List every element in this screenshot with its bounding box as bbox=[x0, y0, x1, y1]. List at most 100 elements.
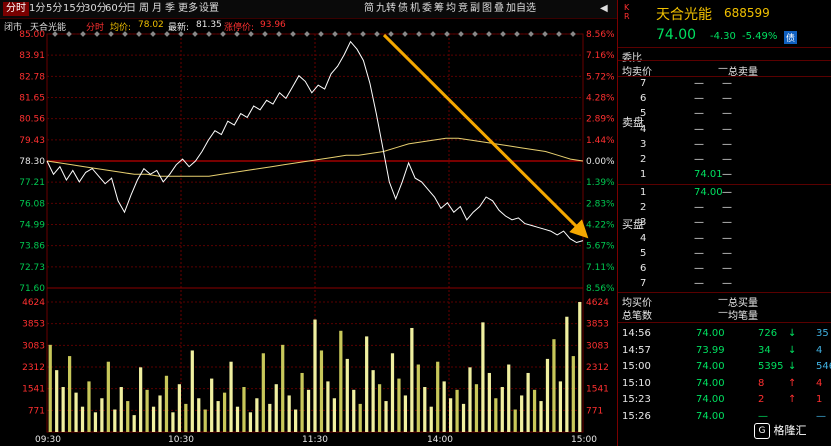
gelonghui-logo: G 格隆汇 bbox=[754, 422, 828, 442]
buy-level: 3 bbox=[640, 217, 647, 229]
volume-tick-label: 3853 bbox=[22, 320, 45, 330]
event-diamond-icon bbox=[500, 31, 506, 37]
price-tick-label: 73.86 bbox=[19, 242, 45, 252]
volume-bar bbox=[539, 401, 543, 432]
event-diamond-icon bbox=[360, 31, 366, 37]
avg-price-value: 78.02 bbox=[138, 20, 164, 30]
event-diamond-icon bbox=[458, 31, 464, 37]
volume-bar bbox=[403, 395, 408, 432]
volume-bar bbox=[410, 327, 414, 432]
buy-level: 4 bbox=[640, 232, 647, 244]
sell-price: — bbox=[694, 138, 704, 150]
event-diamond-icon bbox=[108, 31, 114, 37]
event-diamond-icon bbox=[94, 31, 100, 37]
market-status: 闭市 bbox=[4, 23, 23, 33]
tick-count: 1 bbox=[816, 394, 823, 405]
tool-button-1[interactable]: 九转 bbox=[376, 3, 396, 14]
period-tab-1[interactable]: 1分 bbox=[29, 3, 46, 14]
volume-bar bbox=[371, 370, 375, 432]
sell-avg-dash: — bbox=[718, 63, 728, 74]
volume-bar bbox=[132, 415, 136, 432]
volume-tick-label: 1541 bbox=[22, 385, 45, 395]
tick-count: 4 bbox=[816, 377, 823, 389]
volume-tick-label-right: 1541 bbox=[586, 385, 609, 395]
event-diamond-icon bbox=[556, 31, 562, 37]
event-diamond-icon bbox=[262, 31, 268, 37]
tool-button-9[interactable]: 图 bbox=[482, 3, 492, 14]
volume-bar bbox=[416, 364, 420, 432]
tool-button-4[interactable]: 委 bbox=[422, 3, 432, 14]
tool-button-5[interactable]: 筹 bbox=[434, 3, 444, 14]
pct-tick-label: 5.67% bbox=[586, 242, 615, 252]
volume-bar bbox=[507, 364, 511, 432]
arrow-left-icon[interactable]: ◀ bbox=[600, 3, 608, 14]
volume-bar bbox=[177, 384, 181, 432]
volume-tick-label: 771 bbox=[28, 406, 45, 416]
tool-button-10[interactable]: 叠 bbox=[494, 3, 504, 14]
event-diamond-icon bbox=[402, 31, 408, 37]
price-tick-label: 78.30 bbox=[19, 157, 45, 167]
tool-button-7[interactable]: 竞 bbox=[458, 3, 468, 14]
volume-bar bbox=[255, 398, 259, 432]
tool-button-0[interactable]: 简 bbox=[364, 3, 374, 14]
tool-button-3[interactable]: 机 bbox=[410, 3, 420, 14]
period-tab-8[interactable]: 月 bbox=[152, 3, 162, 14]
pct-tick-label: 2.89% bbox=[586, 115, 615, 125]
sell-level: 1 bbox=[640, 169, 647, 181]
intraday-chart[interactable]: 85.00 8.56% 83.91 7.16% 82.78 5.72% 81.65 4.28%… bbox=[0, 0, 617, 446]
tick-time: 14:56 bbox=[622, 328, 651, 339]
tick-time: 14:57 bbox=[622, 344, 651, 356]
period-tab-4[interactable]: 30分 bbox=[84, 3, 107, 14]
event-diamond-icon bbox=[52, 31, 58, 37]
volume-bar bbox=[532, 389, 537, 432]
volume-tick-label-right: 771 bbox=[586, 406, 603, 416]
volume-bar bbox=[171, 412, 175, 432]
quote-price: 74.00 bbox=[656, 27, 697, 43]
quote-change: -4.30 bbox=[710, 31, 736, 42]
event-diamond-icon bbox=[514, 31, 520, 37]
event-diamond-icon bbox=[206, 31, 212, 37]
period-tab-2[interactable]: 5分 bbox=[46, 3, 63, 14]
arrow-down-icon: ↓ bbox=[788, 344, 797, 356]
price-tick-label: 83.91 bbox=[19, 51, 45, 61]
last-price-label: 最新: bbox=[168, 23, 190, 33]
period-tab-9[interactable]: 季 bbox=[165, 3, 175, 14]
period-tab-6[interactable]: 日 bbox=[126, 3, 136, 14]
volume-bar bbox=[190, 350, 194, 432]
tool-button-11[interactable]: 加自选 bbox=[506, 3, 536, 14]
period-tab-3[interactable]: 15分 bbox=[63, 3, 86, 14]
tool-button-6[interactable]: 均 bbox=[446, 3, 456, 14]
event-diamond-icon bbox=[80, 31, 86, 37]
tick-price: 74.00 bbox=[696, 328, 725, 339]
period-tab-11[interactable]: 设置 bbox=[199, 3, 219, 14]
buy-price: — bbox=[694, 247, 704, 259]
volume-tick-label-right: 3853 bbox=[586, 320, 609, 330]
sell-level: 6 bbox=[640, 93, 647, 105]
volume-tick-label-right: 3083 bbox=[586, 341, 609, 351]
buy-volume: — bbox=[722, 217, 732, 229]
period-tab-10[interactable]: 更多 bbox=[178, 3, 198, 14]
tool-button-8[interactable]: 副 bbox=[470, 3, 480, 14]
period-tab-5[interactable]: 60分 bbox=[105, 3, 128, 14]
volume-bar bbox=[222, 392, 227, 432]
time-tick-label: 15:00 bbox=[571, 435, 597, 445]
quote-stock-name: 天合光能 bbox=[656, 7, 712, 23]
buy-volume: — bbox=[722, 278, 732, 290]
event-diamond-icon bbox=[192, 31, 198, 37]
pct-tick-label: 1.39% bbox=[586, 178, 615, 188]
volume-bar bbox=[461, 403, 466, 432]
volume-bar bbox=[500, 387, 504, 432]
price-tick-label: 79.43 bbox=[19, 136, 45, 146]
period-tab-0[interactable]: 分时 bbox=[3, 2, 29, 16]
volume-bar bbox=[487, 372, 491, 432]
period-tab-7[interactable]: 周 bbox=[139, 3, 149, 14]
volume-bar bbox=[436, 361, 440, 432]
bond-badge[interactable]: 债 bbox=[784, 31, 798, 44]
event-diamond-icon bbox=[318, 31, 324, 37]
pct-tick-label: 7.11% bbox=[586, 263, 615, 273]
event-diamond-icon bbox=[430, 31, 436, 37]
event-diamond-icon bbox=[122, 31, 128, 37]
sell-price: — bbox=[694, 78, 704, 89]
tool-button-2[interactable]: 债 bbox=[398, 3, 408, 14]
buy-total-label: 总买量 bbox=[728, 298, 758, 309]
